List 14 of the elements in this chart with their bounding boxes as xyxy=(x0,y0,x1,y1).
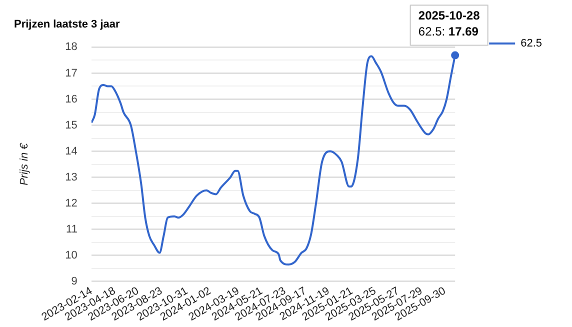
y-tick-label: 13 xyxy=(65,171,78,184)
chart-title: Prijzen laatste 3 jaar xyxy=(14,18,120,31)
y-tick-label: 9 xyxy=(71,275,78,288)
y-tick-label: 10 xyxy=(65,249,78,262)
y-axis-title: Prijs in € xyxy=(18,142,31,186)
y-tick-label: 12 xyxy=(65,197,78,210)
annotation: 2025-10-28 62.5: 17.69 xyxy=(418,8,480,39)
y-tick-label: 11 xyxy=(66,223,78,236)
y-tick-label: 15 xyxy=(65,119,78,132)
y-tick-label: 16 xyxy=(65,93,78,106)
y-tick-label: 17 xyxy=(65,67,78,80)
y-tick-label: 14 xyxy=(65,145,78,158)
y-tick-label: 18 xyxy=(65,41,78,54)
legend-label: 62.5 xyxy=(520,38,542,50)
